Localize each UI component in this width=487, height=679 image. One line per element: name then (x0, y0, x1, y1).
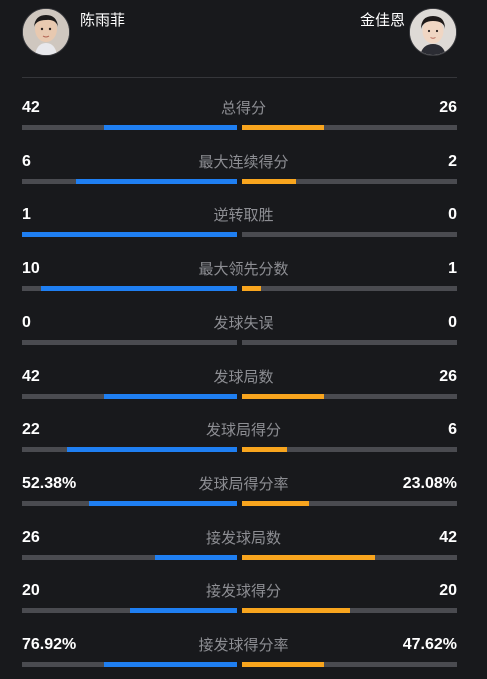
stat-right-bar (242, 286, 457, 291)
stat-left-bar (22, 340, 237, 345)
stat-left-bar-fill (41, 286, 237, 291)
stat-left-value: 42 (22, 368, 40, 385)
stat-right-value: 42 (439, 529, 457, 546)
player-right-avatar[interactable] (409, 8, 457, 56)
player-left-name[interactable]: 陈雨菲 (80, 11, 126, 29)
stat-right-bar (242, 179, 457, 184)
stat-right-bar (242, 125, 457, 130)
stat-right-bar (242, 232, 457, 237)
stat-label: 最大领先分数 (198, 260, 289, 278)
stat-left-bar (22, 447, 237, 452)
stat-right-bar-fill (242, 286, 262, 291)
stat-left-value: 42 (22, 99, 40, 116)
stat-right-bar (242, 501, 457, 506)
stat-label: 发球局得分 (205, 421, 281, 439)
stat-left-value: 76.92% (22, 636, 77, 653)
stat-label: 发球失误 (213, 314, 274, 332)
stat-left-bar (22, 662, 237, 667)
stat-right-bar-fill (242, 447, 288, 452)
stat-left-bar (22, 608, 237, 613)
stat-row: 接发球得分率 76.92% 47.62% (0, 635, 487, 679)
stat-label: 发球局数 (213, 368, 274, 386)
header-divider (22, 77, 457, 78)
stat-right-value: 0 (448, 314, 457, 331)
stat-right-bar-fill (242, 555, 376, 560)
stat-left-value: 0 (22, 314, 31, 331)
stat-right-bar-fill (242, 394, 324, 399)
stat-left-value: 52.38% (22, 475, 77, 492)
stat-right-bar (242, 608, 457, 613)
stat-label: 接发球得分率 (198, 636, 289, 654)
stat-left-value: 20 (22, 582, 40, 599)
stat-left-bar-fill (67, 447, 237, 452)
stat-right-value: 0 (448, 206, 457, 223)
stat-left-bar-fill (129, 608, 237, 613)
stat-right-bar (242, 555, 457, 560)
stat-right-bar-fill (242, 125, 324, 130)
stat-right-value: 23.08% (402, 475, 457, 492)
stat-left-bar-fill (155, 555, 237, 560)
stat-left-bar (22, 286, 237, 291)
stat-left-bar-fill (103, 394, 237, 399)
player-right-name[interactable]: 金佳恩 (359, 11, 405, 29)
stat-row: 接发球得分 20 20 (0, 581, 487, 625)
stat-right-value: 6 (448, 421, 457, 438)
stat-left-bar (22, 501, 237, 506)
stat-right-bar (242, 447, 457, 452)
stat-row: 最大领先分数 10 1 (0, 259, 487, 303)
stat-right-value: 1 (448, 260, 457, 277)
stat-row: 逆转取胜 1 0 (0, 205, 487, 249)
stat-label: 最大连续得分 (198, 153, 289, 171)
stat-left-bar-fill (22, 232, 237, 237)
stat-row: 发球局得分 22 6 (0, 420, 487, 464)
stat-right-bar-fill (242, 179, 296, 184)
stat-right-bar (242, 394, 457, 399)
stat-right-value: 20 (439, 582, 457, 599)
stat-left-bar (22, 555, 237, 560)
stat-right-value: 2 (448, 153, 457, 170)
stat-label: 接发球局数 (205, 529, 281, 547)
stat-right-bar (242, 340, 457, 345)
stat-right-bar (242, 662, 457, 667)
stat-left-bar-fill (75, 179, 237, 184)
stat-right-bar-fill (242, 608, 350, 613)
stat-row: 总得分 42 26 (0, 98, 487, 142)
stat-right-value: 26 (439, 99, 457, 116)
stat-left-bar (22, 394, 237, 399)
stat-left-bar-fill (103, 125, 237, 130)
stat-row: 发球局得分率 52.38% 23.08% (0, 474, 487, 518)
stat-left-value: 6 (22, 153, 31, 170)
stat-left-bar-fill (88, 501, 237, 506)
stat-left-value: 26 (22, 529, 40, 546)
stat-left-bar (22, 179, 237, 184)
stat-row: 发球局数 42 26 (0, 367, 487, 411)
stat-left-value: 22 (22, 421, 40, 438)
stat-right-bar-fill (242, 662, 324, 667)
stat-row: 发球失误 0 0 (0, 313, 487, 357)
stat-right-value: 47.62% (402, 636, 457, 653)
stat-left-value: 1 (22, 206, 31, 223)
player-left-avatar[interactable] (22, 8, 70, 56)
stat-left-value: 10 (22, 260, 40, 277)
stat-row: 最大连续得分 6 2 (0, 152, 487, 196)
stat-left-bar-fill (103, 662, 237, 667)
stat-left-bar (22, 125, 237, 130)
stat-right-bar-fill (242, 501, 309, 506)
match-header: 陈雨菲 金佳恩 (0, 0, 487, 78)
stat-label: 逆转取胜 (213, 206, 274, 224)
stat-row: 接发球局数 26 42 (0, 528, 487, 572)
stat-label: 发球局得分率 (198, 475, 289, 493)
stat-left-bar (22, 232, 237, 237)
stat-label: 总得分 (220, 99, 266, 117)
stat-right-value: 26 (439, 368, 457, 385)
stat-label: 接发球得分 (205, 582, 281, 600)
